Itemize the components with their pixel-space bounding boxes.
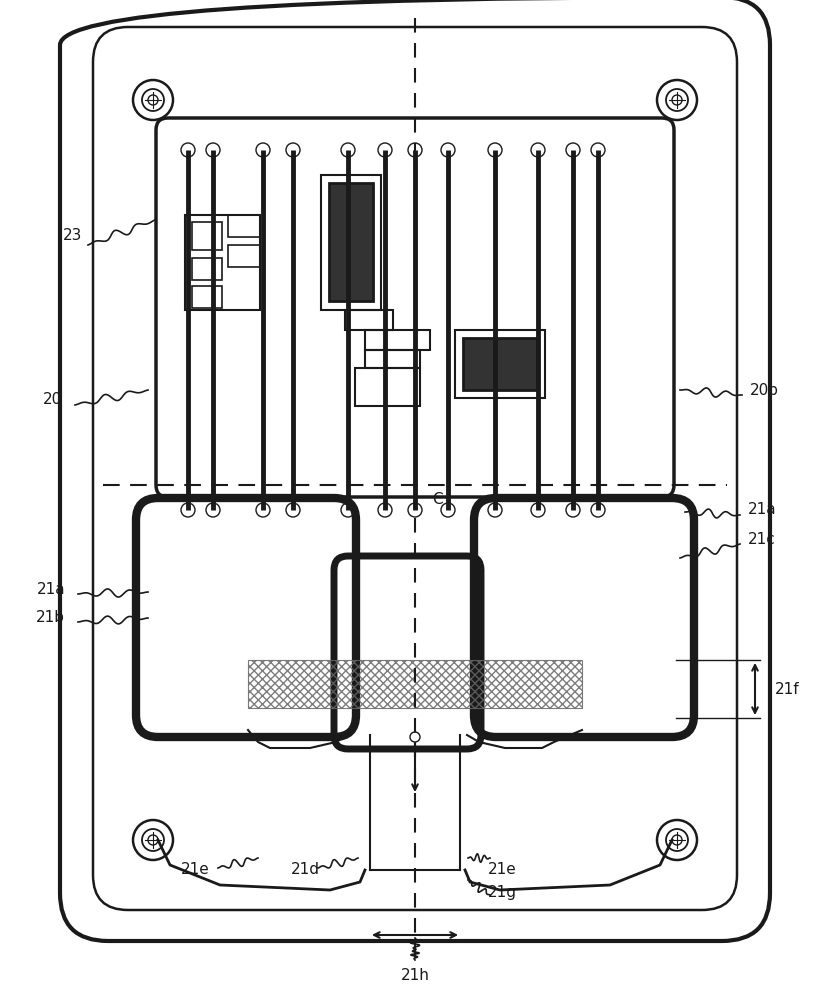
Circle shape	[286, 503, 300, 517]
Circle shape	[441, 503, 455, 517]
Circle shape	[256, 503, 270, 517]
Bar	[192, 258, 222, 280]
Circle shape	[672, 835, 682, 845]
Circle shape	[666, 89, 688, 111]
Circle shape	[566, 503, 580, 517]
Circle shape	[133, 80, 173, 120]
Bar	[365, 330, 430, 350]
Circle shape	[378, 503, 392, 517]
Bar	[248, 660, 582, 708]
Text: 21a: 21a	[37, 582, 65, 597]
Circle shape	[148, 835, 158, 845]
Bar	[455, 330, 545, 398]
Circle shape	[142, 89, 164, 111]
Circle shape	[378, 143, 392, 157]
Circle shape	[408, 503, 422, 517]
Circle shape	[341, 143, 355, 157]
Bar	[329, 183, 373, 301]
Text: 21b: 21b	[36, 610, 65, 626]
Circle shape	[410, 732, 420, 742]
Text: 20: 20	[43, 392, 62, 408]
Circle shape	[256, 143, 270, 157]
Circle shape	[148, 95, 158, 105]
Bar	[192, 222, 222, 250]
Bar	[345, 310, 393, 330]
Circle shape	[657, 80, 697, 120]
Circle shape	[657, 820, 697, 860]
Bar	[365, 350, 420, 368]
Circle shape	[181, 503, 195, 517]
Circle shape	[341, 503, 355, 517]
Bar	[185, 215, 260, 310]
Circle shape	[206, 143, 220, 157]
Bar	[228, 245, 260, 267]
Text: C: C	[432, 492, 442, 508]
Circle shape	[286, 143, 300, 157]
Circle shape	[531, 143, 545, 157]
Text: 21a: 21a	[748, 502, 777, 518]
Circle shape	[672, 95, 682, 105]
Circle shape	[531, 503, 545, 517]
Circle shape	[488, 503, 502, 517]
Circle shape	[181, 143, 195, 157]
Circle shape	[206, 503, 220, 517]
Circle shape	[142, 829, 164, 851]
Text: 21g: 21g	[487, 884, 516, 900]
Bar	[192, 286, 222, 308]
Circle shape	[488, 143, 502, 157]
Bar	[355, 368, 420, 406]
Bar	[228, 215, 260, 237]
Circle shape	[133, 820, 173, 860]
Text: 21c: 21c	[748, 532, 776, 548]
Circle shape	[566, 143, 580, 157]
Circle shape	[591, 503, 605, 517]
Text: 21f: 21f	[775, 682, 799, 698]
Circle shape	[408, 143, 422, 157]
Text: 21e: 21e	[488, 862, 516, 878]
Bar	[463, 338, 537, 390]
Circle shape	[441, 143, 455, 157]
Circle shape	[591, 143, 605, 157]
Text: 21e: 21e	[181, 862, 209, 878]
Text: 21h: 21h	[401, 968, 429, 983]
Text: 21d: 21d	[290, 862, 320, 878]
Circle shape	[666, 829, 688, 851]
Bar	[321, 175, 381, 310]
Text: 23: 23	[62, 228, 82, 242]
Text: 20p: 20p	[750, 382, 779, 397]
